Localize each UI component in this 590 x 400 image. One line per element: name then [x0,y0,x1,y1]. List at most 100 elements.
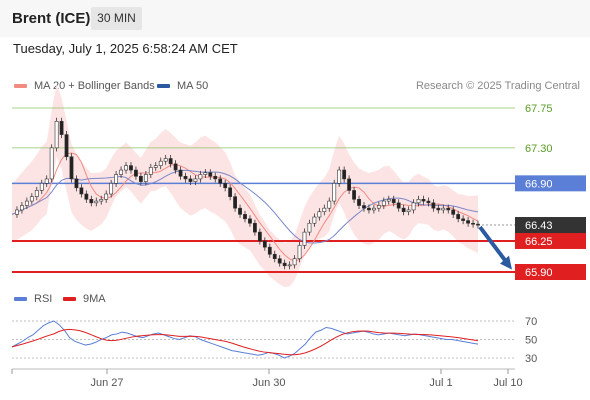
candle [426,197,431,207]
candle-body [109,183,114,195]
candle-body [163,158,168,162]
candle [79,184,84,198]
candle [367,204,371,214]
candle-body [426,200,431,204]
candle-body [267,246,272,255]
candle-body [29,196,34,202]
candle [203,169,208,179]
level-label-66.90: 66.90 [525,178,553,190]
candle-body [193,178,198,182]
candle-body [416,199,421,204]
candle [312,213,317,227]
candle [332,179,337,205]
candle-body [59,120,64,135]
candle-body [203,172,208,175]
candle-body [376,205,381,209]
candle [34,186,39,201]
candle-body [24,200,29,206]
candle [297,241,302,263]
candle [406,206,411,216]
candle-body [471,222,475,225]
candle [436,204,441,214]
candle [148,163,153,179]
candle [124,162,128,174]
candle-body [371,207,376,211]
candle-body [257,231,262,242]
candle [307,219,312,236]
ma20-swatch [14,84,27,88]
candle [173,160,178,174]
candle [441,204,446,214]
candle [451,206,456,218]
candle [238,204,242,218]
legend-ma50-label: MA 50 [177,80,209,92]
candle-body [49,147,54,180]
candle [74,175,79,192]
candle [272,250,277,263]
x-label-0: Jun 27 [90,377,123,389]
candle [228,184,233,201]
candle [357,195,361,210]
candle [69,153,74,183]
candle [342,166,347,183]
candle-body [119,169,123,175]
candle [431,199,436,212]
candle [178,166,183,180]
candle [317,208,322,221]
candle-body [39,183,44,191]
candle [446,204,451,214]
level-label-67.75: 67.75 [525,103,553,115]
candle [84,190,89,203]
last-price-box [515,217,586,234]
legend-9ma-label: 9MA [83,293,106,305]
candle-body [421,199,426,202]
level-label-65.90: 65.90 [525,267,553,279]
candle-body [208,172,213,177]
candle [257,228,262,245]
candle-body [312,216,317,224]
candle-body [228,187,233,197]
candle-body [173,163,178,171]
candle-body [476,223,480,226]
candle-body [223,183,228,189]
candle [138,172,143,186]
candle-body [337,169,342,184]
candle [39,179,44,194]
level-box-65.90 [515,264,586,280]
rsi-9ma-line [11,328,479,356]
candle [461,215,466,225]
candle [143,170,148,186]
candle [371,204,376,214]
candle-body [248,218,252,224]
candle [233,193,237,212]
candle-body [64,134,69,158]
candle-body [456,214,461,220]
candle [193,175,198,186]
candle [302,228,307,249]
candle [476,220,480,229]
candle-body [69,156,74,180]
x-label-2: Jul 1 [429,377,452,389]
candle-body [148,167,153,175]
candle-body [138,175,143,182]
legend-rsi-label: RSI [34,293,53,305]
legend-ma50: MA 50 [157,80,208,92]
candle [471,219,475,228]
candle [411,199,416,214]
candle [64,131,69,161]
candle-body [243,214,247,220]
candle [337,166,342,187]
candle-body [401,207,406,213]
candle [292,255,297,269]
candle [188,175,193,186]
timeframe-badge[interactable]: 30 MIN [91,7,142,30]
candle-body [322,207,327,213]
candle-body [431,202,436,209]
candle-body [104,193,109,200]
candle [347,175,352,194]
forecast-arrow-shaft [478,225,508,263]
candle-body [436,207,441,211]
candle [208,169,213,180]
candle [49,144,54,183]
